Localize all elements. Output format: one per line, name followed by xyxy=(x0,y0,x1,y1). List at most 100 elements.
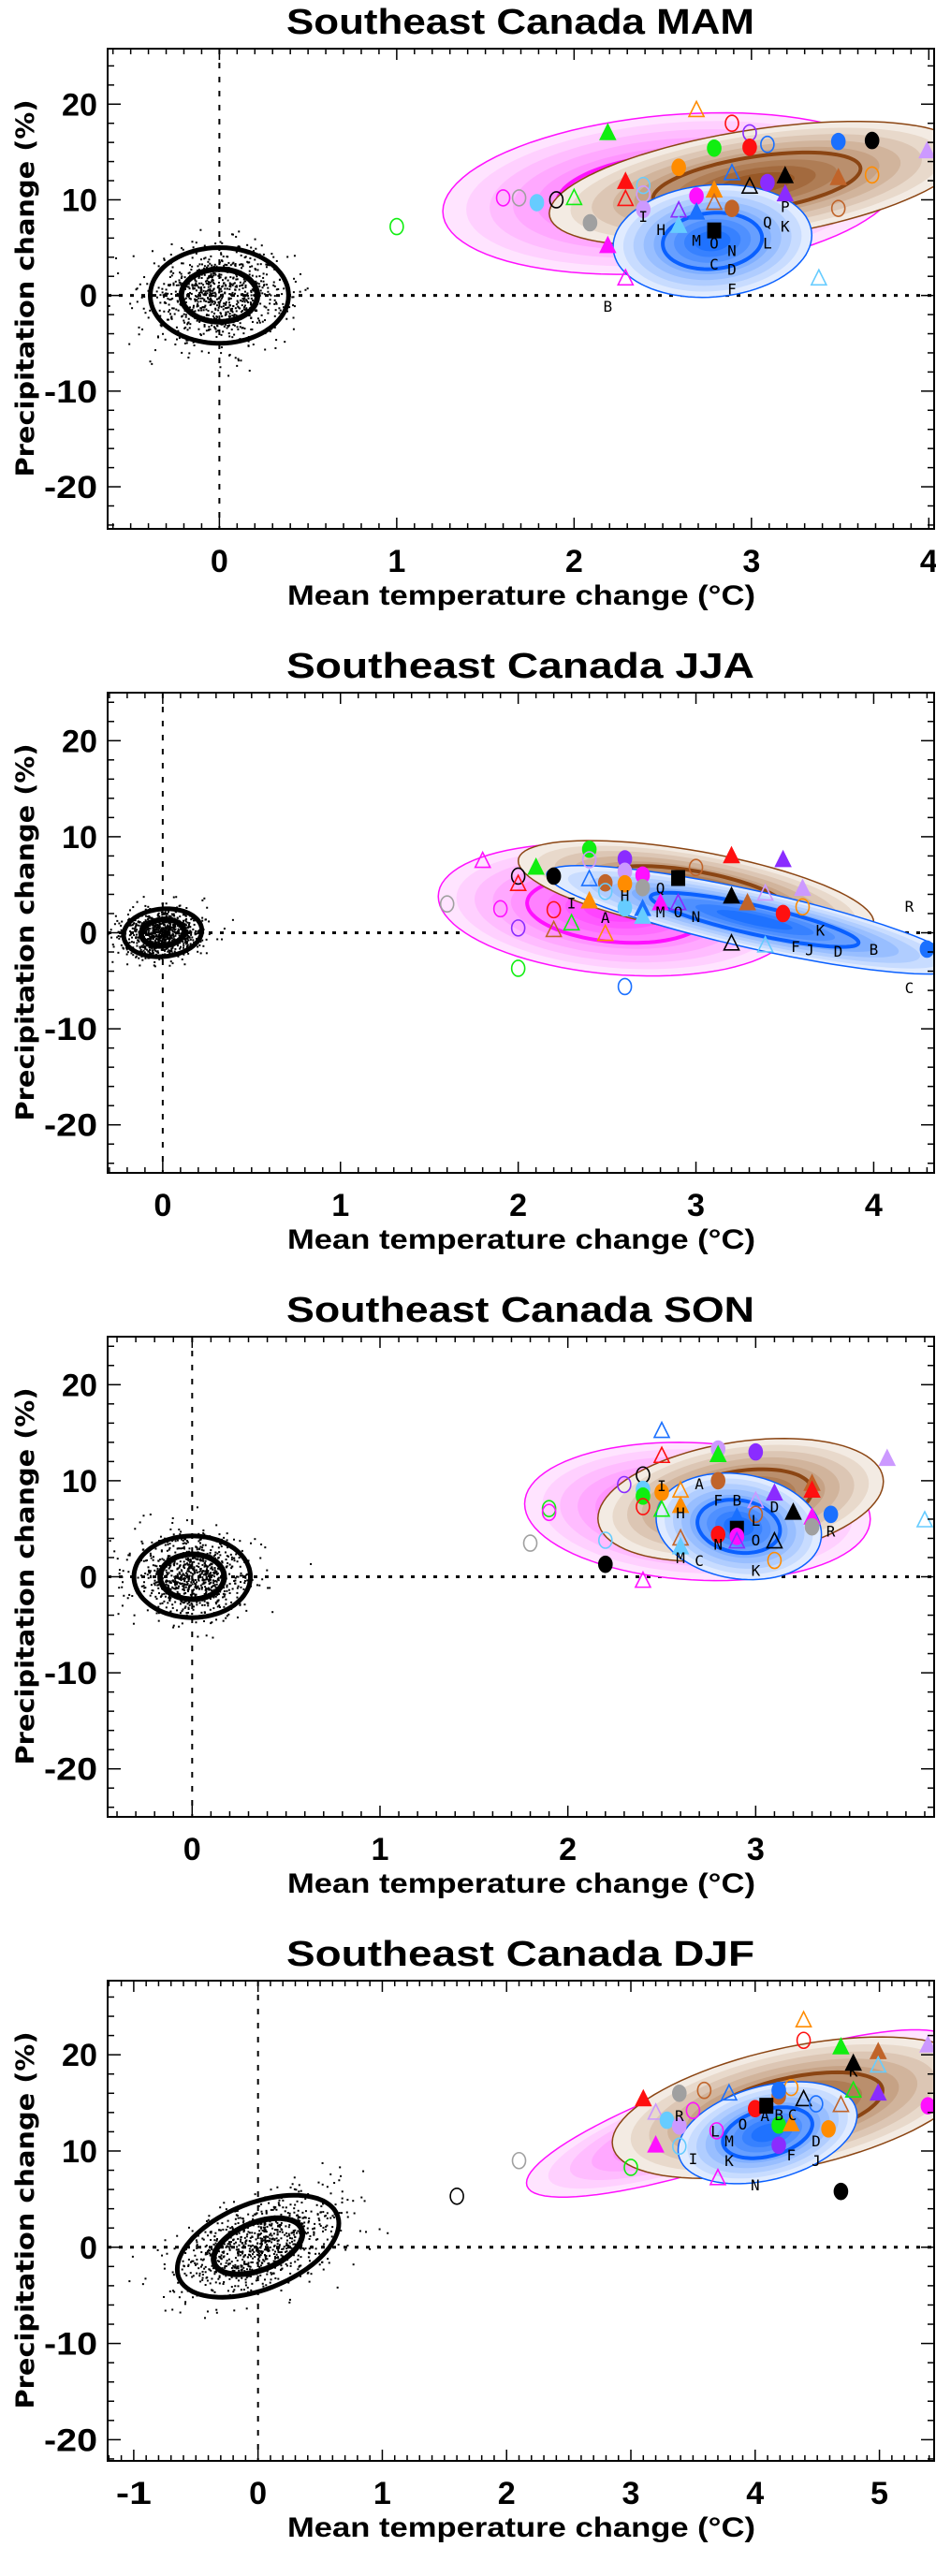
variability-point xyxy=(169,1565,171,1567)
variability-point xyxy=(155,1565,157,1567)
variability-point xyxy=(237,300,239,302)
variability-point xyxy=(222,279,224,281)
x-tick-label: 0 xyxy=(183,1832,201,1867)
variability-point xyxy=(224,1593,226,1595)
variability-point xyxy=(184,1577,186,1579)
variability-point xyxy=(129,909,131,911)
variability-point xyxy=(248,2245,250,2247)
variability-point xyxy=(179,905,181,907)
variability-point xyxy=(201,2279,203,2281)
variability-point xyxy=(129,302,131,304)
variability-point xyxy=(113,1550,115,1552)
variability-point xyxy=(255,310,256,312)
variability-point xyxy=(238,230,240,232)
model-letter-label: C xyxy=(788,2106,797,2124)
variability-point xyxy=(232,305,234,307)
variability-point xyxy=(325,2215,327,2217)
variability-point xyxy=(221,242,223,244)
variability-point xyxy=(188,318,190,320)
variability-point xyxy=(227,326,229,328)
variability-point xyxy=(311,2211,313,2213)
variability-point xyxy=(269,2238,271,2240)
variability-point xyxy=(255,248,256,250)
variability-point xyxy=(236,2246,238,2247)
variability-point xyxy=(173,1533,175,1535)
variability-point xyxy=(180,1612,182,1614)
variability-point xyxy=(178,1626,180,1628)
variability-point xyxy=(292,304,294,306)
variability-point xyxy=(294,2176,296,2178)
variability-point xyxy=(203,898,205,900)
variability-point xyxy=(197,1559,198,1560)
variability-point xyxy=(150,360,152,362)
variability-point xyxy=(130,933,132,935)
model-letter-label: K xyxy=(816,922,826,940)
variability-point xyxy=(176,2235,178,2237)
variability-point xyxy=(192,1573,194,1575)
variability-point xyxy=(229,1583,231,1585)
variability-point xyxy=(216,299,218,300)
variability-point xyxy=(273,2246,275,2247)
variability-point xyxy=(227,1565,228,1567)
variability-point xyxy=(227,2246,229,2247)
variability-point xyxy=(169,1543,171,1544)
variability-point xyxy=(185,314,187,315)
variability-point xyxy=(235,357,237,359)
variability-point xyxy=(262,321,264,323)
variability-point xyxy=(211,2277,212,2279)
variability-point xyxy=(226,301,227,303)
variability-point xyxy=(220,252,222,254)
variability-point xyxy=(215,2281,217,2283)
variability-point xyxy=(197,298,199,300)
model-letter-label: I xyxy=(638,208,648,226)
variability-point xyxy=(158,286,160,288)
model-letter-label: I xyxy=(567,895,577,913)
variability-point xyxy=(114,923,116,925)
variability-point xyxy=(205,2284,207,2286)
variability-point xyxy=(220,2230,222,2232)
variability-point xyxy=(229,282,231,284)
variability-point xyxy=(135,927,137,929)
variability-point xyxy=(229,354,231,356)
variability-point xyxy=(252,2253,254,2255)
variability-point xyxy=(206,907,208,909)
variability-point xyxy=(207,1604,209,1606)
variability-point xyxy=(266,2274,268,2276)
triangle-marker xyxy=(797,2012,812,2027)
variability-point xyxy=(126,1559,128,1560)
variability-point xyxy=(160,940,162,942)
variability-point xyxy=(237,301,239,303)
variability-point xyxy=(144,1587,146,1588)
variability-point xyxy=(296,2232,298,2234)
variability-point xyxy=(204,2232,206,2233)
variability-point xyxy=(216,2238,218,2240)
variability-point xyxy=(199,1545,201,1547)
variability-point xyxy=(219,2282,221,2284)
variability-point xyxy=(259,302,261,304)
variability-point xyxy=(157,2249,159,2251)
variability-point xyxy=(189,1561,191,1563)
variability-point xyxy=(244,2278,246,2280)
variability-point xyxy=(224,1590,226,1592)
variability-point xyxy=(256,2262,258,2264)
variability-point xyxy=(197,1586,199,1588)
variability-point xyxy=(168,965,170,967)
variability-point xyxy=(201,1576,203,1578)
variability-point xyxy=(270,295,271,297)
variability-point xyxy=(258,2250,260,2252)
variability-point xyxy=(159,301,161,303)
variability-point xyxy=(143,308,145,310)
x-axis-label: Mean temperature change (°C) xyxy=(287,1224,755,1255)
variability-point xyxy=(264,2254,266,2256)
y-axis-label: Precipitation change (%) xyxy=(11,2032,40,2409)
variability-point xyxy=(273,2232,275,2234)
variability-point xyxy=(158,265,160,267)
variability-point xyxy=(203,300,205,301)
variability-point xyxy=(236,365,238,367)
variability-point xyxy=(167,935,168,937)
variability-point xyxy=(179,1573,181,1575)
variability-point xyxy=(321,2261,323,2263)
x-tick-label: 1 xyxy=(331,1188,349,1223)
variability-point xyxy=(322,2162,324,2164)
variability-point xyxy=(171,1603,173,1605)
